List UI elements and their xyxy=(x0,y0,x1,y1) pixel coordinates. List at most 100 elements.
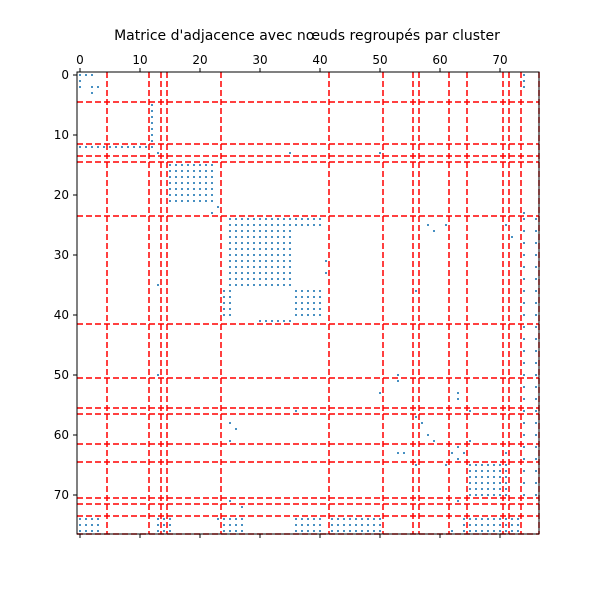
adjacency-marker xyxy=(211,182,213,184)
adjacency-marker xyxy=(205,164,207,166)
adjacency-marker xyxy=(535,434,537,436)
adjacency-marker xyxy=(271,224,273,226)
adjacency-marker xyxy=(229,284,231,286)
adjacency-marker xyxy=(121,146,123,148)
adjacency-marker xyxy=(259,224,261,226)
adjacency-marker xyxy=(499,494,501,496)
adjacency-marker xyxy=(163,518,165,520)
y-tick-label: 50 xyxy=(54,368,69,382)
adjacency-marker xyxy=(151,140,153,142)
adjacency-marker xyxy=(187,164,189,166)
adjacency-marker xyxy=(289,236,291,238)
adjacency-marker xyxy=(523,278,525,280)
adjacency-marker xyxy=(367,518,369,520)
adjacency-marker xyxy=(367,530,369,532)
adjacency-marker xyxy=(181,200,183,202)
adjacency-marker xyxy=(463,518,465,520)
adjacency-marker xyxy=(289,260,291,262)
adjacency-markers xyxy=(79,74,537,532)
adjacency-marker xyxy=(469,410,471,412)
adjacency-marker xyxy=(535,302,537,304)
adjacency-marker xyxy=(271,242,273,244)
adjacency-marker xyxy=(535,326,537,328)
adjacency-marker xyxy=(493,464,495,466)
adjacency-marker xyxy=(289,218,291,220)
adjacency-marker xyxy=(505,530,507,532)
adjacency-marker xyxy=(103,146,105,148)
adjacency-marker xyxy=(373,530,375,532)
adjacency-marker xyxy=(277,272,279,274)
adjacency-marker xyxy=(259,248,261,250)
adjacency-marker xyxy=(241,242,243,244)
adjacency-marker xyxy=(91,518,93,520)
adjacency-marker xyxy=(205,188,207,190)
adjacency-marker xyxy=(259,236,261,238)
adjacency-marker xyxy=(133,146,135,148)
adjacency-marker xyxy=(319,290,321,292)
adjacency-marker xyxy=(307,308,309,310)
adjacency-marker xyxy=(169,182,171,184)
adjacency-marker xyxy=(217,206,219,208)
adjacency-marker xyxy=(271,266,273,268)
adjacency-marker xyxy=(295,218,297,220)
adjacency-marker xyxy=(277,260,279,262)
adjacency-marker xyxy=(499,464,501,466)
adjacency-marker xyxy=(277,266,279,268)
adjacency-marker xyxy=(499,488,501,490)
adjacency-marker xyxy=(481,482,483,484)
adjacency-marker xyxy=(475,530,477,532)
adjacency-marker xyxy=(235,254,237,256)
adjacency-marker xyxy=(523,254,525,256)
adjacency-marker xyxy=(283,218,285,220)
adjacency-marker xyxy=(319,302,321,304)
adjacency-marker xyxy=(523,482,525,484)
adjacency-marker xyxy=(79,518,81,520)
adjacency-marker xyxy=(535,230,537,232)
adjacency-marker xyxy=(535,362,537,364)
adjacency-marker xyxy=(277,224,279,226)
adjacency-marker xyxy=(175,164,177,166)
adjacency-marker xyxy=(229,242,231,244)
adjacency-marker xyxy=(427,434,429,436)
adjacency-marker xyxy=(253,260,255,262)
cluster-boundaries xyxy=(77,72,540,535)
adjacency-marker xyxy=(475,488,477,490)
adjacency-marker xyxy=(235,524,237,526)
adjacency-marker xyxy=(181,182,183,184)
adjacency-marker xyxy=(205,200,207,202)
adjacency-marker xyxy=(535,314,537,316)
adjacency-marker xyxy=(289,242,291,244)
adjacency-marker xyxy=(97,86,99,88)
adjacency-marker xyxy=(283,272,285,274)
adjacency-marker xyxy=(523,350,525,352)
adjacency-marker xyxy=(517,530,519,532)
adjacency-marker xyxy=(505,464,507,466)
adjacency-marker xyxy=(301,290,303,292)
adjacency-marker xyxy=(319,518,321,520)
adjacency-marker xyxy=(235,272,237,274)
adjacency-marker xyxy=(265,236,267,238)
adjacency-marker xyxy=(523,326,525,328)
adjacency-marker xyxy=(523,422,525,424)
adjacency-marker xyxy=(313,530,315,532)
adjacency-marker xyxy=(253,278,255,280)
adjacency-marker xyxy=(271,236,273,238)
adjacency-marker xyxy=(157,518,159,520)
adjacency-marker xyxy=(469,476,471,478)
adjacency-marker xyxy=(535,470,537,472)
adjacency-marker xyxy=(271,230,273,232)
adjacency-marker xyxy=(523,374,525,376)
adjacency-marker xyxy=(283,254,285,256)
adjacency-marker xyxy=(85,146,87,148)
adjacency-marker xyxy=(169,524,171,526)
adjacency-marker xyxy=(277,242,279,244)
adjacency-marker xyxy=(229,236,231,238)
adjacency-marker xyxy=(205,170,207,172)
adjacency-marker xyxy=(397,374,399,376)
adjacency-marker xyxy=(505,524,507,526)
adjacency-marker xyxy=(487,518,489,520)
adjacency-marker xyxy=(487,476,489,478)
adjacency-marker xyxy=(265,320,267,322)
adjacency-marker xyxy=(79,74,81,76)
